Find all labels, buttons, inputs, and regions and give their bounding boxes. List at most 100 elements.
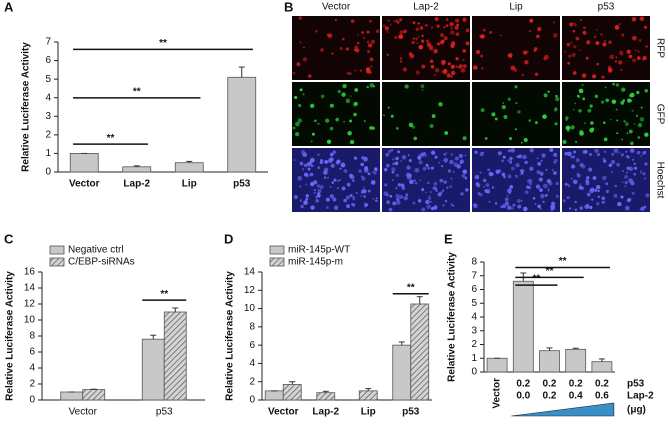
cell bbox=[534, 72, 539, 77]
cell bbox=[465, 188, 469, 192]
cell bbox=[413, 136, 418, 141]
cell bbox=[320, 48, 324, 52]
cell bbox=[503, 175, 506, 179]
cell bbox=[570, 155, 574, 159]
y-tick-label: 12 bbox=[244, 285, 256, 296]
cell bbox=[571, 53, 576, 58]
y-axis-label: Relative Luciferase Activity bbox=[21, 42, 32, 172]
x-tick-label: Lip bbox=[182, 179, 197, 190]
cell bbox=[579, 206, 584, 210]
cell bbox=[386, 53, 389, 56]
cell bbox=[421, 207, 426, 212]
cell bbox=[501, 159, 504, 163]
cell bbox=[542, 200, 545, 204]
dose-label: 0.2 bbox=[516, 379, 530, 390]
cell bbox=[575, 140, 578, 143]
cell bbox=[375, 197, 378, 200]
cell bbox=[614, 60, 617, 63]
cell bbox=[572, 179, 578, 185]
cell bbox=[537, 27, 542, 32]
cell bbox=[365, 67, 371, 73]
cell bbox=[515, 163, 520, 168]
cell bbox=[428, 195, 431, 198]
cell bbox=[387, 106, 390, 109]
cell bbox=[630, 180, 635, 186]
dose-label: 0.4 bbox=[569, 391, 583, 402]
cell bbox=[460, 161, 463, 164]
cell bbox=[462, 169, 468, 175]
cell bbox=[611, 99, 617, 104]
cell bbox=[394, 161, 399, 166]
cell bbox=[594, 148, 599, 153]
cell bbox=[462, 49, 466, 53]
cell bbox=[339, 167, 342, 170]
cell bbox=[305, 194, 309, 198]
cell bbox=[367, 172, 371, 176]
y-tick-label: 3 bbox=[45, 111, 51, 122]
column-label: p53 bbox=[598, 2, 615, 13]
y-tick-label: 5 bbox=[471, 298, 477, 309]
cell bbox=[462, 136, 467, 141]
y-tick-label: 6 bbox=[29, 347, 35, 358]
cell bbox=[591, 198, 594, 201]
cell bbox=[417, 36, 420, 38]
cell bbox=[357, 33, 359, 36]
cell bbox=[488, 188, 490, 190]
cell bbox=[589, 104, 593, 108]
cell bbox=[363, 36, 366, 39]
bar bbox=[565, 348, 587, 373]
cell bbox=[564, 50, 567, 53]
cell bbox=[366, 30, 370, 34]
error-bar bbox=[572, 347, 579, 350]
cell bbox=[395, 187, 398, 190]
cell bbox=[631, 109, 634, 112]
cell bbox=[509, 160, 513, 164]
cell bbox=[570, 177, 573, 180]
cell bbox=[397, 183, 402, 187]
cell bbox=[450, 177, 453, 180]
cell bbox=[421, 64, 426, 69]
cell bbox=[507, 174, 512, 179]
cell bbox=[624, 205, 630, 211]
y-tick-label: 8 bbox=[249, 321, 255, 332]
cell bbox=[529, 179, 533, 183]
cell bbox=[426, 181, 430, 185]
cell bbox=[429, 200, 432, 204]
cell bbox=[408, 122, 414, 128]
cell bbox=[419, 26, 424, 30]
cell bbox=[325, 118, 330, 123]
cell bbox=[418, 154, 421, 156]
cell bbox=[441, 164, 444, 168]
y-tick-label: 2 bbox=[29, 379, 35, 390]
cell bbox=[501, 105, 506, 110]
cell bbox=[301, 167, 305, 171]
cell bbox=[547, 90, 550, 93]
x-tick-label: Vector bbox=[268, 407, 299, 418]
cell bbox=[580, 164, 586, 169]
cell bbox=[446, 186, 449, 189]
cell bbox=[537, 161, 542, 166]
bar bbox=[512, 280, 534, 373]
dose-row-label: p53 bbox=[627, 379, 645, 390]
cell bbox=[462, 58, 465, 62]
cell bbox=[333, 205, 339, 210]
cell bbox=[508, 137, 513, 141]
cell bbox=[488, 200, 491, 203]
cell bbox=[420, 39, 425, 43]
cell bbox=[524, 190, 529, 195]
cell bbox=[625, 155, 629, 158]
cell bbox=[567, 183, 570, 187]
cell bbox=[363, 156, 368, 162]
cell bbox=[603, 150, 607, 154]
cell bbox=[385, 152, 390, 157]
row-label: GFP bbox=[654, 104, 665, 125]
cell bbox=[509, 156, 513, 160]
cell bbox=[610, 118, 612, 121]
cell bbox=[602, 42, 607, 47]
cell bbox=[315, 195, 318, 199]
cell bbox=[340, 162, 346, 168]
cell bbox=[326, 206, 329, 209]
cell bbox=[433, 73, 436, 76]
cell bbox=[595, 40, 600, 46]
cell bbox=[303, 163, 308, 168]
